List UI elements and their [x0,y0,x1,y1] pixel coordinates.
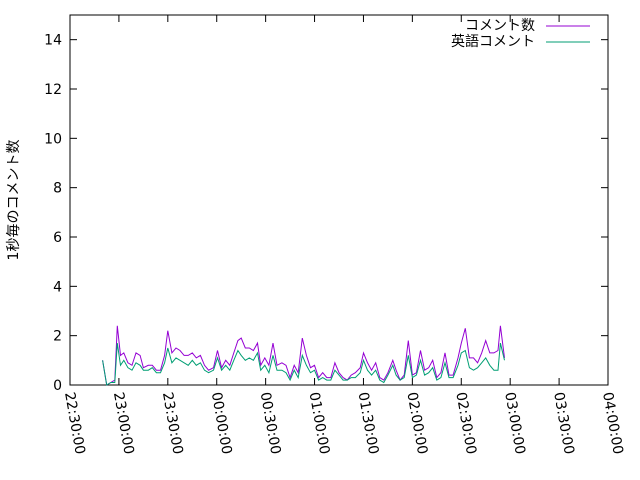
series-layer [102,325,505,386]
x-tick-label: 22:30:00 [61,391,88,456]
legend-label-comments: コメント数 [465,18,535,34]
x-tick-label: 04:00:00 [599,391,626,456]
y-axis: 0 2 4 6 8 10 12 14 [44,33,608,394]
x-tick-label: 02:00:00 [403,391,430,456]
legend-label-english: 英語コメント [451,33,535,50]
y-tick-label: 10 [44,131,62,147]
y-tick-label: 12 [44,82,62,98]
x-tick-label: 01:30:00 [355,391,382,456]
x-tick-label: 00:30:00 [257,391,284,456]
y-tick-label: 4 [53,279,62,295]
x-tick-label: 03:30:00 [550,391,577,456]
x-tick-label: 23:30:00 [159,391,186,456]
series-line-english [102,342,505,386]
series-line-comments [102,325,505,386]
y-tick-label: 14 [44,33,62,49]
legend: コメント数 英語コメント [451,18,590,50]
x-tick-label: 01:00:00 [306,391,333,456]
y-tick-label: 6 [53,230,62,246]
y-tick-label: 2 [53,329,62,345]
y-tick-label: 0 [53,378,62,394]
x-tick-label: 00:00:00 [208,391,235,456]
y-axis-title: 1秒毎のコメント数 [6,140,22,261]
y-tick-label: 8 [53,181,62,197]
x-tick-label: 02:30:00 [452,391,479,456]
x-axis: 22:30:00 23:00:00 23:30:00 00:00:00 00:30:00… [61,15,626,456]
x-tick-label: 23:00:00 [110,391,137,456]
plot-frame [69,14,609,386]
x-tick-label: 03:00:00 [501,391,528,456]
